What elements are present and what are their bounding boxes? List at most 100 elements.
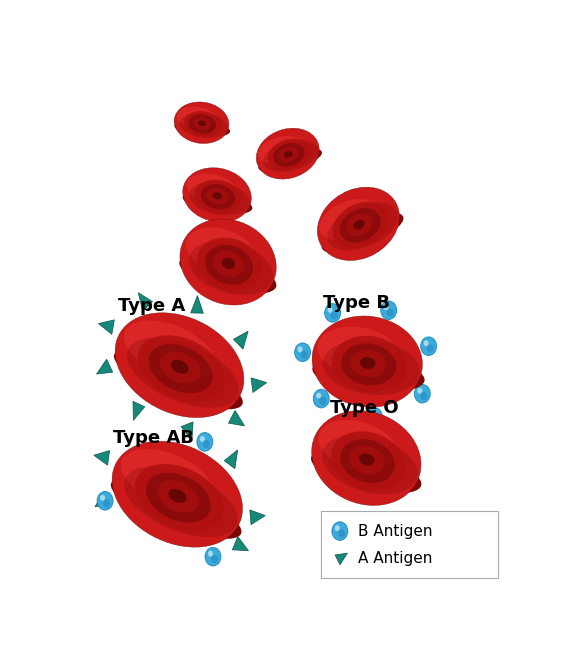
Ellipse shape: [168, 489, 186, 502]
Ellipse shape: [317, 187, 400, 261]
Ellipse shape: [189, 182, 250, 215]
Polygon shape: [250, 510, 265, 525]
Ellipse shape: [317, 327, 397, 375]
Ellipse shape: [138, 335, 225, 401]
Ellipse shape: [135, 464, 223, 531]
Ellipse shape: [359, 454, 374, 466]
Ellipse shape: [351, 350, 386, 377]
Circle shape: [298, 346, 303, 352]
Ellipse shape: [114, 349, 243, 409]
Circle shape: [97, 492, 113, 510]
Polygon shape: [181, 422, 193, 441]
Polygon shape: [99, 320, 115, 334]
Polygon shape: [139, 293, 153, 311]
Text: Type O: Type O: [329, 399, 398, 417]
Circle shape: [319, 397, 327, 405]
Polygon shape: [335, 553, 348, 565]
Ellipse shape: [174, 120, 230, 137]
Ellipse shape: [360, 357, 376, 369]
Circle shape: [328, 307, 333, 313]
Ellipse shape: [279, 147, 299, 162]
Ellipse shape: [180, 219, 276, 305]
FancyBboxPatch shape: [321, 511, 498, 578]
Circle shape: [316, 393, 321, 399]
Ellipse shape: [160, 352, 201, 383]
Circle shape: [325, 304, 341, 322]
Ellipse shape: [124, 466, 238, 537]
Circle shape: [331, 311, 338, 320]
Ellipse shape: [258, 148, 322, 172]
Ellipse shape: [189, 115, 216, 133]
Polygon shape: [133, 401, 145, 420]
Ellipse shape: [180, 254, 276, 294]
Text: Type B: Type B: [323, 293, 390, 312]
Ellipse shape: [268, 139, 311, 170]
Circle shape: [424, 340, 429, 346]
Ellipse shape: [198, 121, 206, 126]
Circle shape: [208, 551, 213, 557]
Ellipse shape: [340, 208, 381, 243]
Polygon shape: [224, 450, 238, 468]
Circle shape: [335, 525, 340, 531]
Ellipse shape: [180, 113, 227, 138]
Ellipse shape: [205, 245, 253, 285]
Ellipse shape: [121, 449, 214, 509]
Circle shape: [373, 415, 380, 423]
Text: Type AB: Type AB: [113, 429, 194, 447]
Circle shape: [414, 385, 430, 403]
Polygon shape: [95, 491, 111, 507]
Circle shape: [314, 389, 329, 408]
Text: A Antigen: A Antigen: [357, 551, 432, 566]
Circle shape: [426, 344, 434, 352]
Ellipse shape: [284, 151, 292, 157]
Ellipse shape: [201, 184, 235, 209]
Ellipse shape: [213, 251, 244, 277]
Circle shape: [369, 411, 374, 417]
Ellipse shape: [222, 258, 235, 269]
Polygon shape: [251, 378, 267, 393]
Ellipse shape: [112, 441, 242, 547]
Ellipse shape: [273, 143, 304, 167]
Ellipse shape: [183, 168, 251, 222]
Polygon shape: [234, 331, 248, 349]
Circle shape: [332, 522, 348, 541]
Ellipse shape: [127, 338, 239, 407]
Ellipse shape: [171, 360, 189, 374]
Ellipse shape: [115, 313, 244, 417]
Ellipse shape: [349, 446, 385, 474]
Ellipse shape: [318, 420, 397, 471]
Circle shape: [103, 499, 110, 507]
Ellipse shape: [111, 478, 242, 539]
Ellipse shape: [263, 140, 318, 172]
Ellipse shape: [258, 136, 303, 163]
Ellipse shape: [149, 344, 213, 393]
Polygon shape: [233, 537, 249, 551]
Polygon shape: [94, 451, 109, 465]
Ellipse shape: [311, 450, 421, 493]
Circle shape: [420, 392, 428, 400]
Circle shape: [421, 337, 437, 356]
Ellipse shape: [347, 214, 373, 236]
Circle shape: [381, 301, 397, 320]
Ellipse shape: [213, 192, 222, 199]
Ellipse shape: [327, 202, 398, 251]
Ellipse shape: [323, 340, 420, 395]
Circle shape: [295, 343, 311, 362]
Ellipse shape: [157, 480, 199, 513]
Ellipse shape: [333, 202, 388, 248]
Polygon shape: [96, 359, 113, 374]
Ellipse shape: [319, 199, 377, 240]
Circle shape: [100, 495, 105, 500]
Ellipse shape: [186, 227, 255, 273]
Circle shape: [338, 529, 345, 537]
Ellipse shape: [322, 435, 417, 494]
Ellipse shape: [321, 212, 404, 253]
Polygon shape: [191, 295, 203, 313]
Ellipse shape: [340, 440, 395, 483]
Ellipse shape: [184, 111, 221, 137]
Ellipse shape: [186, 174, 235, 202]
Ellipse shape: [312, 316, 422, 407]
Ellipse shape: [206, 188, 229, 204]
Ellipse shape: [256, 128, 319, 179]
Ellipse shape: [195, 180, 242, 213]
